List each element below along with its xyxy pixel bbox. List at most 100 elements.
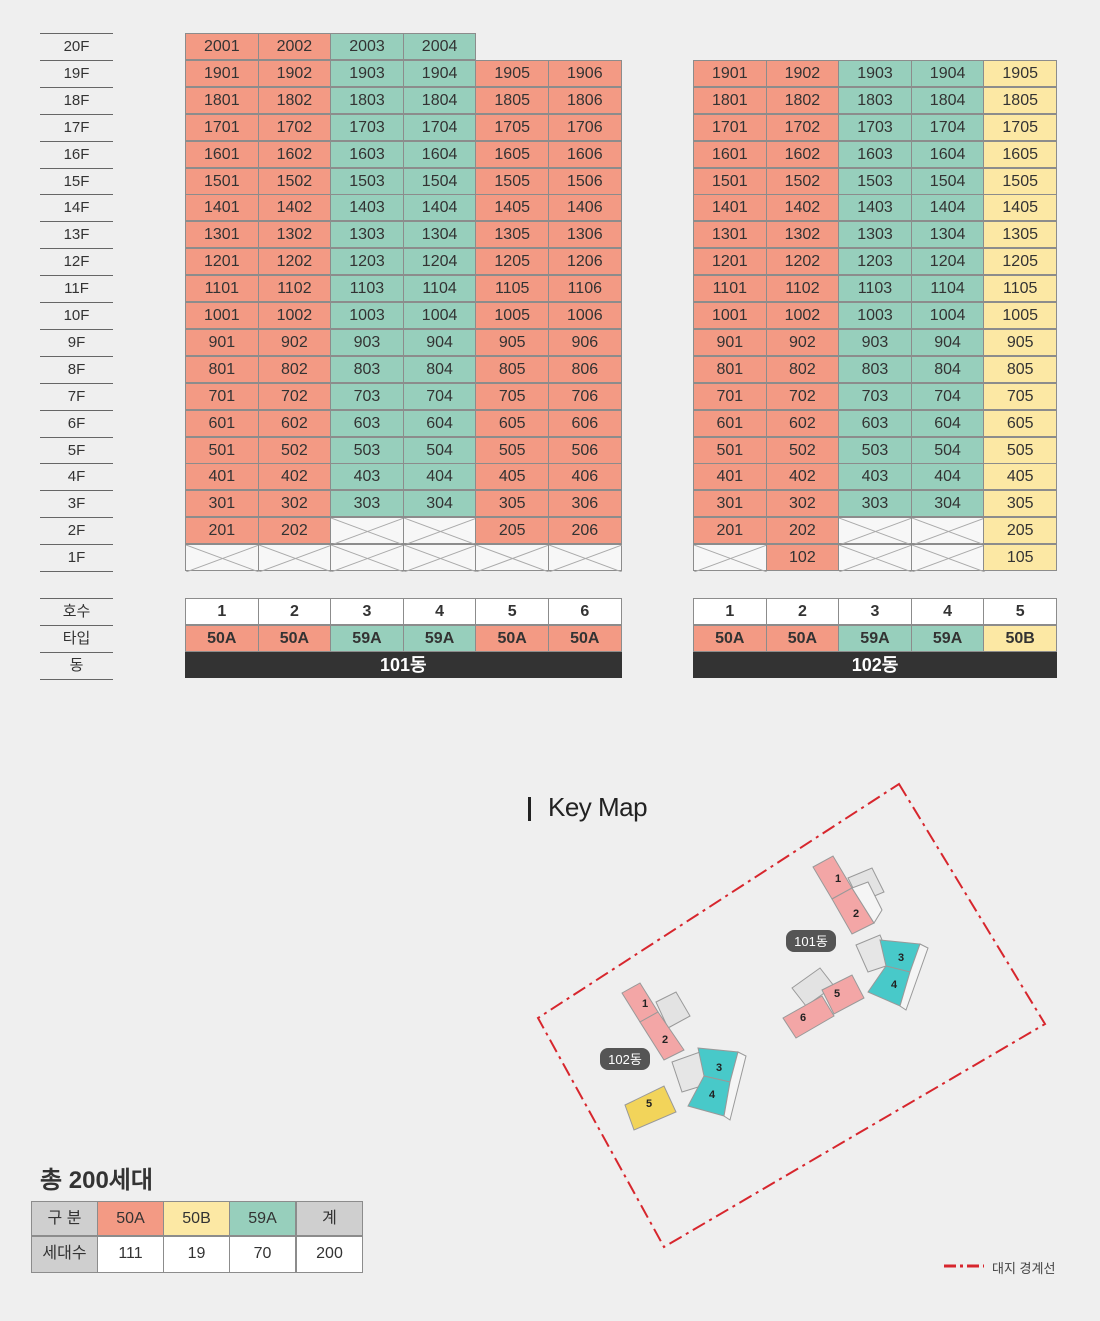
site-boundary <box>536 782 1047 1249</box>
unit-cell: 1305 <box>983 221 1057 249</box>
unit-cell: 1602 <box>257 140 332 168</box>
floor-label: 19F <box>40 59 113 87</box>
keymap-title: Key Map <box>548 792 648 822</box>
unit-cell: 1902 <box>765 59 840 87</box>
unit-cell: 1102 <box>257 275 332 303</box>
unit-cell: 1402 <box>257 194 332 222</box>
unit-cell-empty <box>838 544 913 573</box>
unit-cell: 1204 <box>402 248 477 276</box>
unit-cell: 601 <box>185 409 259 437</box>
unit-cell: 1401 <box>185 194 259 222</box>
unit-cell: 1001 <box>693 302 767 329</box>
unit-type-cell: 59A <box>402 625 477 652</box>
b101-num-5: 5 <box>834 988 840 1000</box>
unit-cell: 403 <box>838 463 912 491</box>
unit-cell: 1005 <box>475 302 549 329</box>
unit-cell: 1605 <box>983 140 1057 168</box>
summary-header-cell: 50A <box>97 1201 164 1236</box>
unit-type-cell: 50A <box>693 625 767 652</box>
unit-cell: 1604 <box>910 140 985 168</box>
unit-cell: 1603 <box>330 140 404 168</box>
b101-wall-right <box>899 943 929 1011</box>
unit-cell: 502 <box>765 436 840 464</box>
keymap-building-102: 1 2 3 4 5 102동 <box>600 982 747 1131</box>
unit-cell: 1701 <box>693 113 767 141</box>
keymap-building-101: 1 2 3 4 5 6 101동 <box>782 855 929 1039</box>
unit-cell: 406 <box>548 463 622 491</box>
unit-cell: 1206 <box>548 248 622 276</box>
unit-cell: 1706 <box>548 113 622 141</box>
unit-cell: 1406 <box>548 194 622 222</box>
unit-cell: 1306 <box>548 221 622 249</box>
floor-label: 3F <box>40 490 113 517</box>
unit-cell: 1604 <box>402 140 477 168</box>
unit-cell: 905 <box>475 328 549 356</box>
unit-cell-empty <box>402 517 477 546</box>
unit-cell: 304 <box>910 490 985 518</box>
unit-cell: 1203 <box>330 248 404 276</box>
unit-cell: 704 <box>402 382 477 410</box>
unit-number-cell: 1 <box>693 598 767 625</box>
summary-row-label: 세대수 <box>31 1236 98 1273</box>
unit-cell: 404 <box>402 463 477 491</box>
unit-cell: 903 <box>330 328 404 356</box>
unit-cell: 904 <box>910 328 985 356</box>
unit-cell: 705 <box>983 382 1057 410</box>
unit-number-cell: 5 <box>475 598 549 625</box>
unit-cell: 1205 <box>475 248 549 276</box>
unit-cell: 1103 <box>838 275 912 303</box>
unit-cell: 205 <box>983 517 1057 545</box>
unit-cell: 1606 <box>548 140 622 168</box>
unit-cell: 105 <box>983 544 1057 572</box>
b102-unit-5 <box>624 1085 677 1131</box>
unit-cell: 1003 <box>838 302 912 329</box>
unit-cell: 301 <box>185 490 259 518</box>
floor-label: 10F <box>40 302 113 329</box>
unit-cell: 803 <box>838 355 912 383</box>
keymap-title-bar <box>528 797 531 821</box>
unit-cell: 706 <box>548 382 622 410</box>
unit-cell: 705 <box>475 382 549 410</box>
bottom-label: 호수 <box>40 598 113 625</box>
b101-label-bg <box>786 930 836 952</box>
unit-cell: 302 <box>765 490 840 518</box>
unit-cell: 803 <box>330 355 404 383</box>
unit-cell-empty <box>257 544 332 573</box>
unit-cell: 1901 <box>185 59 259 87</box>
unit-cell: 1904 <box>402 59 477 87</box>
unit-cell: 1002 <box>257 302 332 329</box>
unit-type-cell: 50A <box>257 625 332 652</box>
unit-cell: 1203 <box>838 248 912 276</box>
unit-cell: 501 <box>693 436 767 464</box>
unit-cell: 1702 <box>257 113 332 141</box>
unit-cell: 1601 <box>693 140 767 168</box>
unit-cell: 1205 <box>983 248 1057 276</box>
unit-number-cell: 2 <box>765 598 840 625</box>
unit-cell: 1103 <box>330 275 404 303</box>
summary-header-cell: 50B <box>163 1201 230 1236</box>
unit-cell: 205 <box>475 517 549 545</box>
floor-label: 9F <box>40 328 113 356</box>
unit-cell: 2001 <box>185 33 259 60</box>
b101-num-1: 1 <box>835 873 841 885</box>
unit-cell: 1906 <box>548 59 622 87</box>
unit-cell: 1903 <box>838 59 912 87</box>
unit-cell: 1904 <box>910 59 985 87</box>
unit-cell: 1106 <box>548 275 622 303</box>
unit-cell: 605 <box>983 409 1057 437</box>
unit-cell: 1201 <box>693 248 767 276</box>
unit-cell: 1105 <box>475 275 549 303</box>
unit-cell: 1804 <box>910 86 985 114</box>
unit-cell: 1104 <box>402 275 477 303</box>
unit-number-cell: 5 <box>983 598 1057 625</box>
unit-cell: 1505 <box>983 167 1057 195</box>
unit-cell: 1705 <box>475 113 549 141</box>
unit-cell: 1602 <box>765 140 840 168</box>
unit-cell: 804 <box>910 355 985 383</box>
b101-unit-5 <box>821 974 865 1015</box>
unit-cell: 1104 <box>910 275 985 303</box>
unit-cell: 1803 <box>330 86 404 114</box>
unit-cell: 403 <box>330 463 404 491</box>
unit-cell: 201 <box>185 517 259 545</box>
